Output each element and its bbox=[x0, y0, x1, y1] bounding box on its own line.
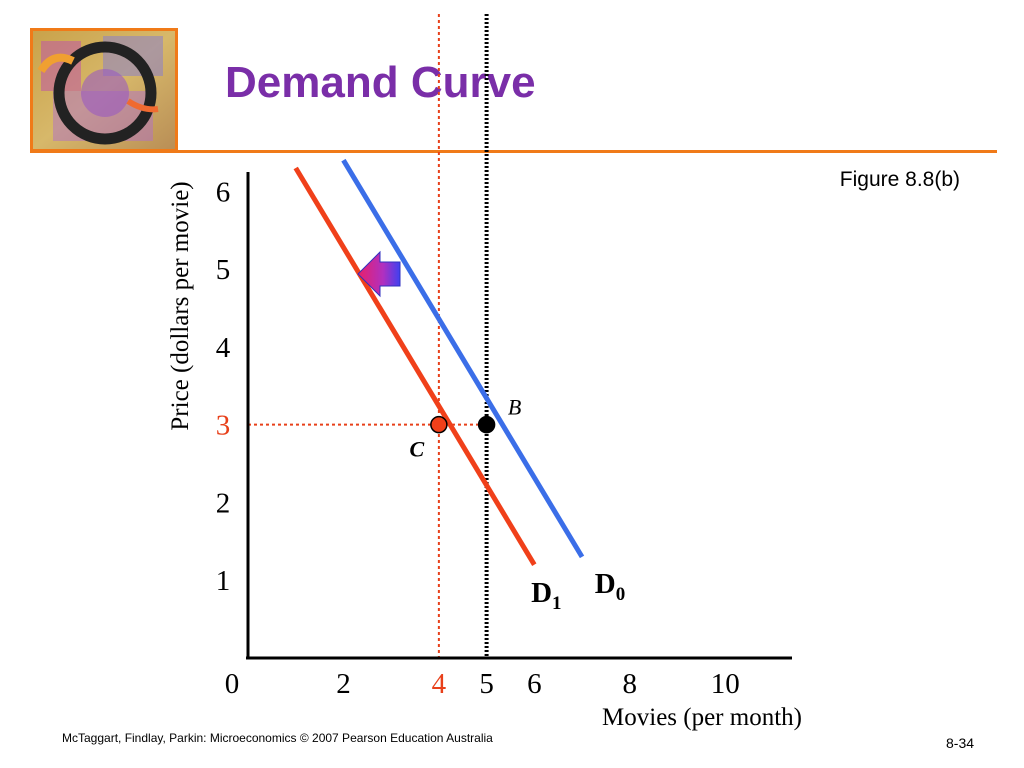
y-tick-label: 1 bbox=[216, 565, 231, 597]
x-tick-label: 8 bbox=[623, 668, 638, 700]
x-tick-label: 5 bbox=[479, 668, 494, 700]
series-label-d1: D1 bbox=[531, 577, 561, 614]
demand-line-d0 bbox=[341, 158, 585, 559]
demand-line-d1 bbox=[293, 166, 537, 566]
y-tick-label: 6 bbox=[216, 176, 231, 208]
slide-title: Demand Curve bbox=[225, 58, 536, 107]
series-label-d0: D0 bbox=[595, 568, 625, 605]
logo-artwork bbox=[33, 31, 175, 149]
y-tick-label: 5 bbox=[216, 254, 231, 286]
shift-left-arrow-icon bbox=[357, 250, 401, 298]
header-divider bbox=[30, 150, 997, 153]
y-tick-label: 2 bbox=[216, 487, 231, 519]
x-tick-label: 6 bbox=[527, 668, 542, 700]
footer-citation: McTaggart, Findlay, Parkin: Microeconomi… bbox=[62, 731, 493, 745]
y-axis-title: Price (dollars per movie) bbox=[167, 181, 194, 430]
y-tick-label: 4 bbox=[216, 332, 231, 364]
x-tick-label: 2 bbox=[336, 668, 351, 700]
figure-label: Figure 8.8(b) bbox=[839, 168, 960, 191]
x-tick-label: 0 bbox=[225, 668, 240, 700]
y-tick-label: 3 bbox=[216, 410, 231, 442]
point-b bbox=[477, 415, 496, 434]
x-axis-title: Movies (per month) bbox=[602, 704, 802, 731]
publisher-logo-image bbox=[30, 28, 178, 152]
point-c bbox=[430, 415, 448, 434]
point-label-c: C bbox=[410, 437, 425, 462]
x-tick-label: 10 bbox=[711, 668, 740, 700]
x-tick-label: 4 bbox=[432, 668, 447, 700]
page-number: 8-34 bbox=[946, 735, 975, 751]
point-label-b: B bbox=[508, 395, 521, 420]
